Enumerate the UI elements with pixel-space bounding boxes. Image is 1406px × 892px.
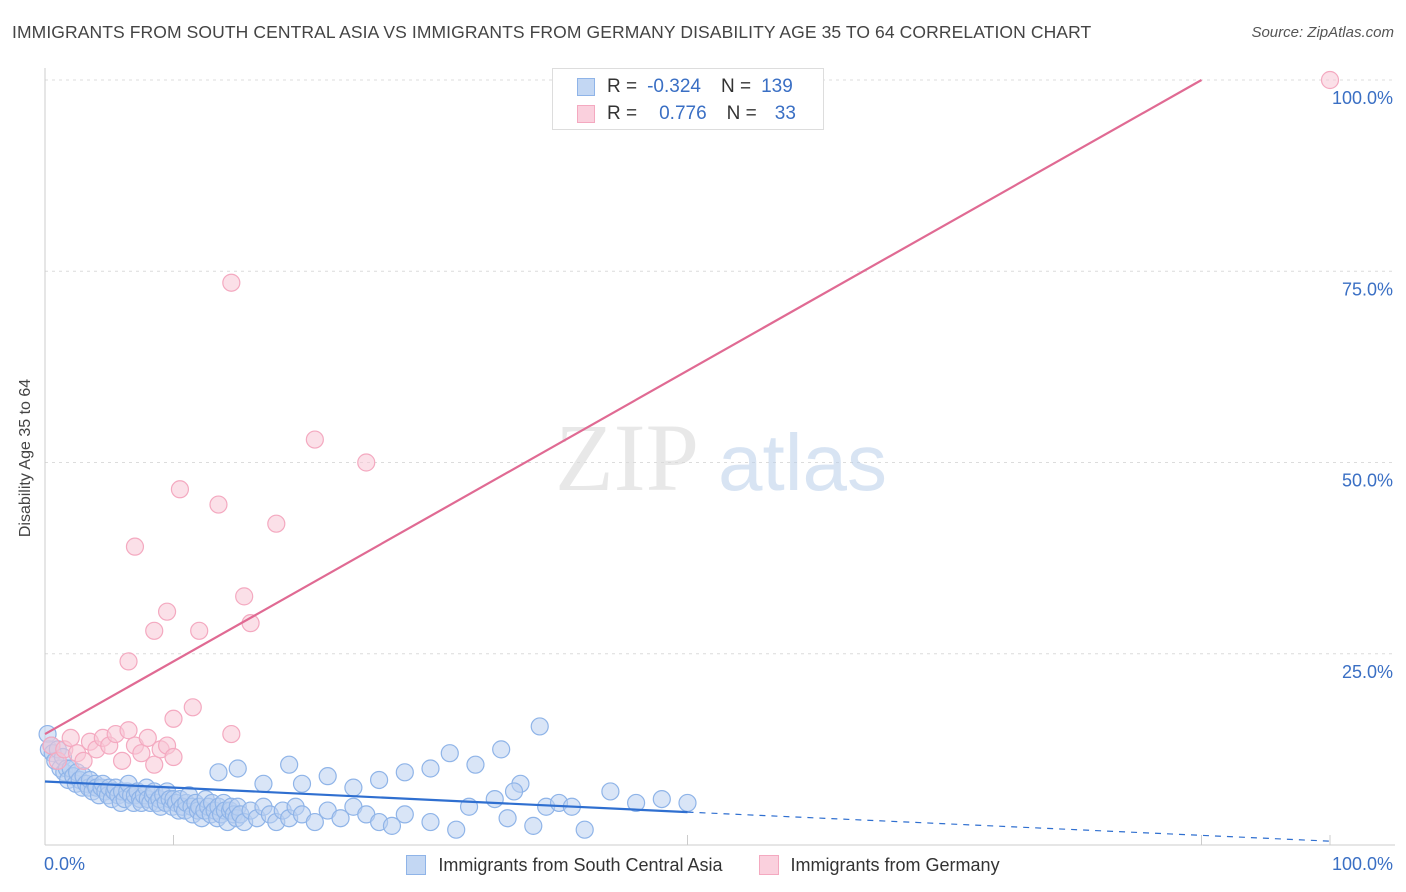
watermark-zip: ZIP <box>555 404 699 511</box>
data-point-south-central-asia <box>382 816 402 835</box>
legend-r-value: -0.324 <box>647 76 701 97</box>
legend-label: Immigrants from South Central Asia <box>438 854 723 875</box>
data-point-south-central-asia <box>370 770 389 790</box>
y-tick-label: 75.0% <box>1342 279 1393 299</box>
data-point-germany <box>112 751 132 770</box>
trend-line-south-central-asia <box>44 780 688 814</box>
data-point-germany <box>132 744 151 763</box>
legend-n-label: N = <box>726 103 757 124</box>
data-point-germany <box>119 721 138 740</box>
data-point-germany <box>190 621 209 640</box>
trend-line-germany <box>44 79 1203 736</box>
trend-line-south-central-asia-extension <box>687 811 1331 842</box>
data-point-south-central-asia <box>678 793 697 813</box>
legend-item-germany: Immigrants from Germany <box>758 854 1000 876</box>
data-point-germany <box>157 602 177 621</box>
legend-r-label: R = <box>607 103 638 124</box>
legend-item-south-central-asia: Immigrants from South Central Asia <box>406 854 723 876</box>
data-point-germany <box>357 453 376 472</box>
legend-r-label: R = <box>607 76 638 97</box>
data-point-germany <box>61 728 80 748</box>
data-point-south-central-asia <box>524 816 543 835</box>
data-point-south-central-asia <box>209 763 228 782</box>
data-point-germany <box>164 747 183 767</box>
data-point-south-central-asia <box>492 740 511 759</box>
data-point-south-central-asia <box>440 744 459 763</box>
data-point-germany <box>183 698 202 717</box>
data-point-south-central-asia <box>280 755 299 774</box>
series-legend: Immigrants from South Central Asia Immig… <box>0 852 1406 878</box>
legend-swatch-pink <box>758 855 779 875</box>
legend-swatch-blue <box>406 855 427 875</box>
data-point-germany <box>119 652 138 671</box>
data-point-germany <box>1320 70 1340 90</box>
legend-r-value: 0.776 <box>659 103 707 124</box>
data-point-south-central-asia <box>395 805 414 824</box>
data-point-south-central-asia <box>421 812 440 832</box>
data-point-germany <box>164 709 183 728</box>
y-tick-labels: 25.0% 50.0% 75.0% 100.0% <box>1332 88 1393 682</box>
data-point-south-central-asia <box>292 774 312 793</box>
data-point-germany <box>305 430 324 449</box>
data-point-south-central-asia <box>421 759 440 778</box>
watermark: ZIP atlas <box>555 404 887 511</box>
data-point-germany <box>267 514 286 533</box>
data-point-south-central-asia <box>331 809 350 828</box>
data-point-germany <box>209 495 228 514</box>
data-point-south-central-asia <box>228 759 247 778</box>
y-axis-label: Disability Age 35 to 64 <box>17 378 34 538</box>
y-tick-label: 50.0% <box>1342 471 1393 491</box>
data-point-germany <box>222 724 241 744</box>
data-point-south-central-asia <box>254 774 273 793</box>
legend-row-germany: R = 0.776 N = 33 <box>577 102 796 126</box>
legend-n-value: 139 <box>761 76 793 97</box>
data-point-germany <box>145 621 164 640</box>
data-point-germany <box>145 755 164 774</box>
data-point-south-central-asia <box>318 767 337 786</box>
data-point-south-central-asia <box>530 717 549 736</box>
data-point-south-central-asia <box>485 789 504 809</box>
data-point-south-central-asia <box>466 755 485 774</box>
data-point-germany <box>138 728 157 748</box>
data-point-south-central-asia <box>305 812 324 832</box>
x-tick-label: 100.0% <box>1332 854 1393 874</box>
series-germany <box>42 70 1340 774</box>
x-tick-label: 0.0% <box>44 854 85 874</box>
series-south-central-asia <box>38 717 697 839</box>
data-point-south-central-asia <box>575 820 594 839</box>
legend-swatch-pink <box>577 105 595 123</box>
source-credit: Source: ZipAtlas.com <box>1251 24 1394 41</box>
data-point-germany <box>74 751 93 770</box>
y-tick-label: 100.0% <box>1332 88 1393 108</box>
data-point-south-central-asia <box>498 809 517 828</box>
legend-n-label: N = <box>720 76 752 97</box>
legend-label: Immigrants from Germany <box>790 854 1000 875</box>
data-point-germany <box>170 480 190 499</box>
legend-n-value: 33 <box>774 103 796 124</box>
data-point-south-central-asia <box>344 778 363 797</box>
data-point-south-central-asia <box>601 782 620 801</box>
data-point-south-central-asia <box>652 789 671 809</box>
data-point-germany <box>235 587 254 606</box>
watermark-atlas: atlas <box>718 418 887 507</box>
data-point-germany <box>222 273 241 292</box>
data-point-south-central-asia <box>447 820 466 839</box>
y-tick-label: 25.0% <box>1342 662 1393 682</box>
data-point-south-central-asia <box>626 793 646 813</box>
data-point-south-central-asia <box>504 782 524 801</box>
chart-title: IMMIGRANTS FROM SOUTH CENTRAL ASIA VS IM… <box>12 22 1092 42</box>
trend-lines <box>44 79 1331 842</box>
correlation-legend: R = -0.324 N = 139 R = 0.776 N = 33 <box>552 68 824 130</box>
data-point-south-central-asia <box>395 763 414 782</box>
legend-swatch-blue <box>577 78 595 96</box>
x-tick-labels: 0.0% 100.0% <box>44 854 1393 874</box>
data-point-germany <box>125 537 145 556</box>
legend-row-south-central-asia: R = -0.324 N = 139 <box>577 75 793 99</box>
